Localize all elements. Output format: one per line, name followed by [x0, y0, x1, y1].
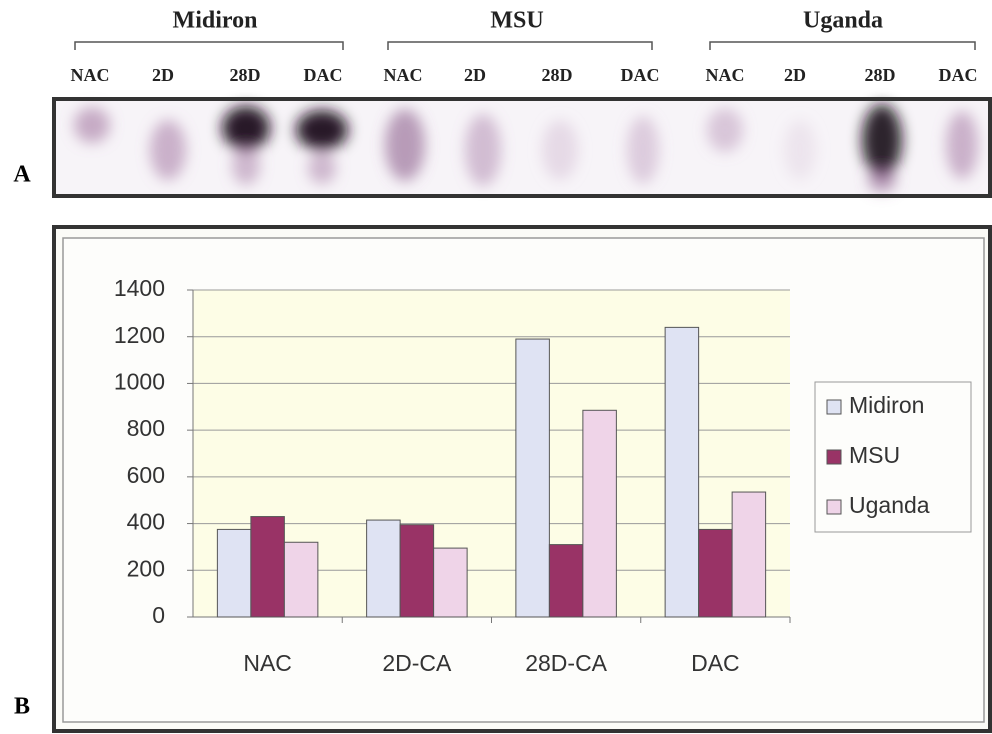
- bar: [516, 339, 550, 617]
- brackets: [75, 42, 975, 50]
- lane-label: NAC: [384, 65, 423, 85]
- lane-label: 2D: [464, 65, 486, 85]
- y-tick-label: 1200: [114, 322, 165, 348]
- lane-label: 2D: [152, 65, 174, 85]
- x-tick-label: NAC: [243, 650, 292, 676]
- legend-swatch: [827, 500, 841, 514]
- x-tick-label: 28D-CA: [525, 650, 607, 676]
- y-tick-label: 800: [127, 415, 165, 441]
- bar: [284, 542, 318, 617]
- lane-label: DAC: [621, 65, 660, 85]
- lane-label: 28D: [230, 65, 261, 85]
- lane-label: NAC: [706, 65, 745, 85]
- y-tick-label: 1000: [114, 369, 165, 395]
- bar: [665, 327, 699, 617]
- y-tick-label: 600: [127, 462, 165, 488]
- bar: [732, 492, 766, 617]
- legend-label: Uganda: [849, 492, 930, 518]
- lane-label: DAC: [939, 65, 978, 85]
- legend-label: MSU: [849, 442, 900, 468]
- x-tick-label: DAC: [691, 650, 740, 676]
- lane-label: 28D: [865, 65, 896, 85]
- y-tick-label: 0: [152, 602, 165, 628]
- bar: [251, 517, 285, 617]
- y-tick-label: 200: [127, 555, 165, 581]
- legend-label: Midiron: [849, 392, 924, 418]
- group-label: MSU: [490, 8, 543, 34]
- bar: [400, 525, 434, 617]
- panel-label: B: [14, 694, 30, 720]
- y-tick-label: 400: [127, 509, 165, 535]
- lane-label: DAC: [304, 65, 343, 85]
- legend-swatch: [827, 450, 841, 464]
- legend-swatch: [827, 400, 841, 414]
- x-tick-label: 2D-CA: [382, 650, 452, 676]
- bar: [367, 520, 401, 617]
- lane-label: 28D: [542, 65, 573, 85]
- panel-label: A: [13, 162, 31, 188]
- figure: A B Midiron NAC 2D 28D DAC MSU NAC 2D 28D DAC Ugan…: [0, 0, 992, 734]
- bar: [217, 529, 251, 617]
- figure-svg: A B Midiron NAC 2D 28D DAC MSU NAC 2D 28D DAC Ugan…: [0, 0, 992, 734]
- group-label: Uganda: [803, 8, 883, 34]
- y-tick-label: 1400: [114, 275, 165, 301]
- bar: [583, 410, 617, 617]
- bar: [549, 545, 583, 617]
- lane-label: NAC: [71, 65, 110, 85]
- lane-label: 2D: [784, 65, 806, 85]
- blot-frame: [54, 99, 990, 196]
- group-label: Midiron: [173, 8, 258, 34]
- bar: [699, 529, 733, 617]
- bar: [434, 548, 468, 617]
